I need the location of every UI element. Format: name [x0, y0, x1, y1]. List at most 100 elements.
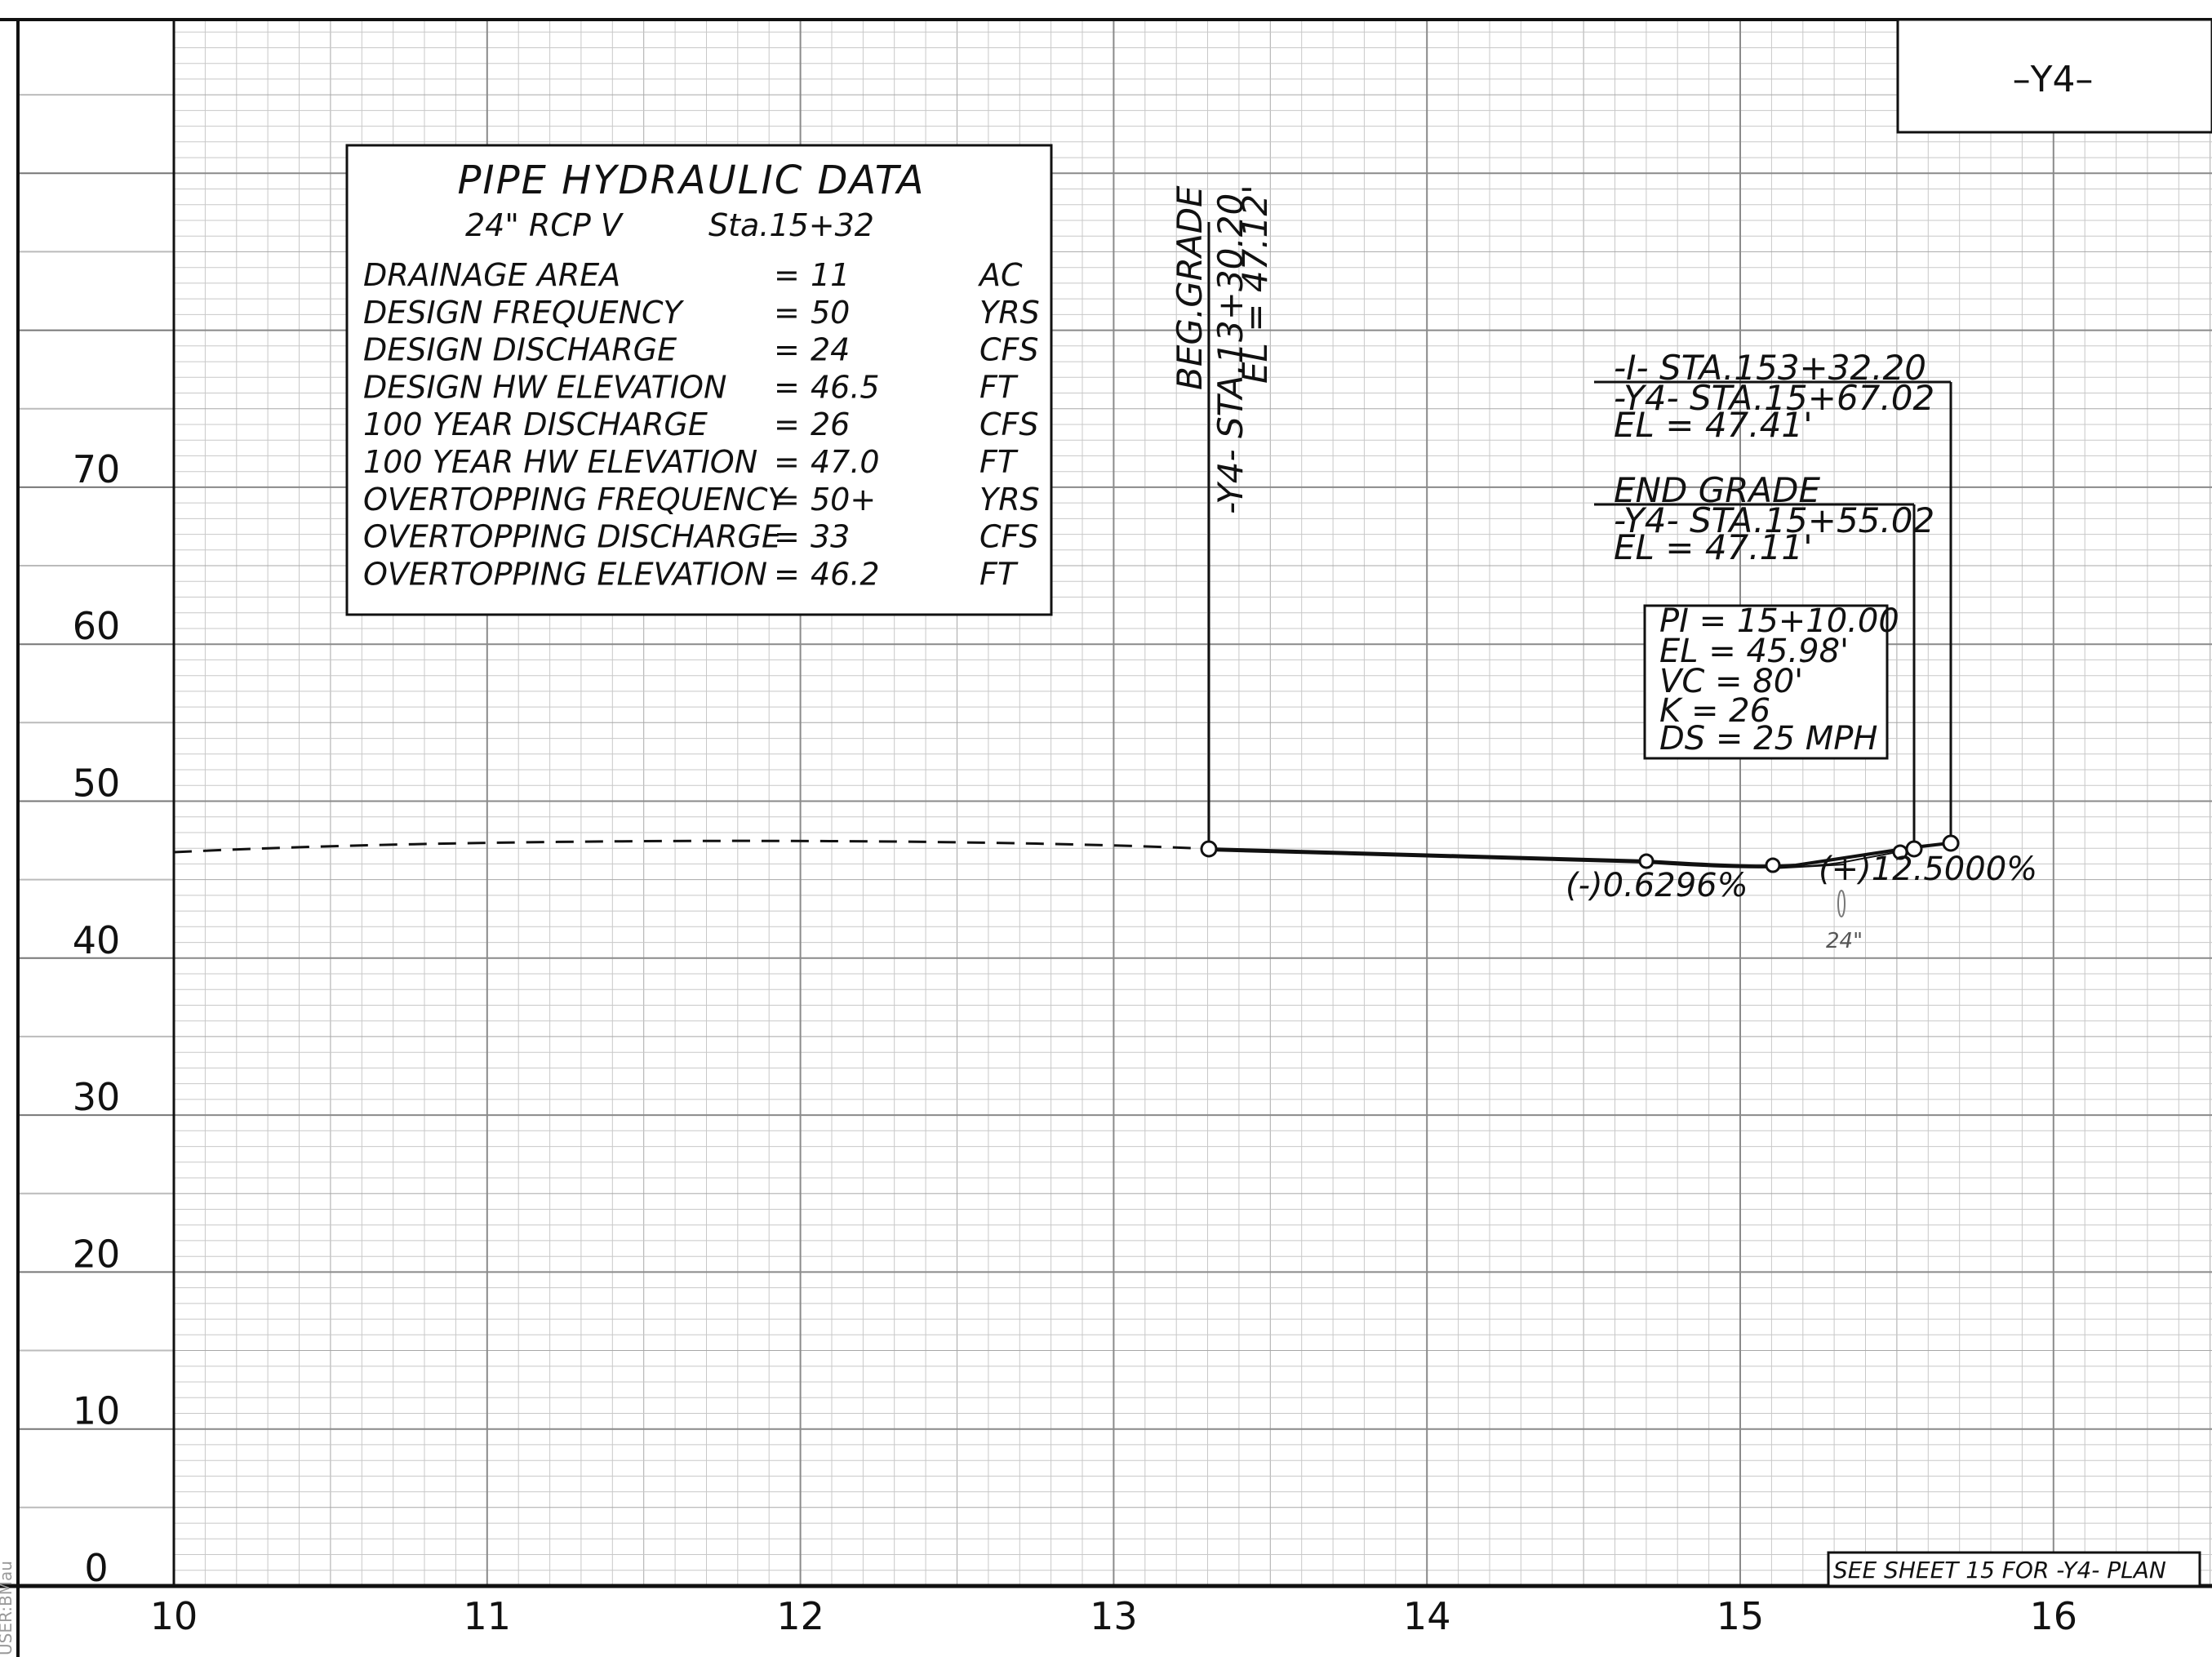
- hydraulic-row-value: 11: [811, 257, 850, 293]
- hydraulic-row-label: OVERTOPPING DISCHARGE: [363, 519, 781, 555]
- beg-grade-point-marker: [1200, 840, 1218, 858]
- x-tick-label: 16: [2030, 1594, 2078, 1638]
- hydraulic-row-equals: =: [774, 369, 800, 405]
- x-tick-label: 13: [1090, 1594, 1138, 1638]
- tie-in-point-marker: [1942, 834, 1960, 852]
- hydraulic-row: 100 YEAR DISCHARGE = 26 CFS: [363, 406, 1039, 442]
- hydraulic-row-equals: =: [774, 257, 800, 293]
- user-stamp: USER:BMau: [0, 1561, 16, 1655]
- hydraulic-row-unit: CFS: [979, 406, 1039, 442]
- y-axis-ticks: 0 10 20 30 40 50 60 70: [73, 447, 121, 1590]
- hydraulic-row-label: 100 YEAR HW ELEVATION: [363, 444, 757, 480]
- see-sheet-note: SEE SHEET 15 FOR -Y4- PLAN: [1833, 1557, 2166, 1584]
- hydraulic-row-unit: YRS: [979, 482, 1040, 518]
- sheet-frame: [0, 18, 2212, 1657]
- pipe-symbol: 24": [1826, 890, 1863, 953]
- y-tick-label: 0: [84, 1546, 108, 1590]
- tie-in-line2: -Y4- STA.15+67.02: [1614, 378, 1934, 418]
- pi-design-speed: DS = 25 MPH: [1659, 720, 1877, 757]
- y-tick-label: 50: [73, 762, 121, 806]
- beg-grade-title: BEG.GRADE: [1170, 185, 1210, 390]
- hydraulic-row: OVERTOPPING ELEVATION = 46.2 FT: [363, 556, 1019, 592]
- x-tick-label: 14: [1403, 1594, 1451, 1638]
- hydraulic-row-label: DRAINAGE AREA: [363, 257, 620, 293]
- hydraulic-row-value: 46.2: [811, 556, 880, 592]
- vertical-curve-line: [1208, 848, 1915, 868]
- x-tick-label: 15: [1717, 1594, 1765, 1638]
- hydraulic-row-value: 46.5: [811, 369, 880, 405]
- hydraulic-row-unit: FT: [979, 556, 1019, 592]
- pipe-ellipse-icon: [1837, 890, 1846, 917]
- pi-elevation: EL = 45.98': [1659, 633, 1849, 670]
- existing-ground-dashed-line: [173, 839, 1210, 854]
- hydraulic-row-label: OVERTOPPING FREQUENCY: [363, 482, 788, 518]
- hydraulic-row-unit: CFS: [979, 519, 1039, 555]
- x-tick-label: 11: [464, 1594, 512, 1638]
- pi-vertical-curve: VC = 80': [1659, 663, 1803, 700]
- hydraulic-station: Sta.15+32: [708, 207, 874, 243]
- hydraulic-row: DESIGN DISCHARGE = 24 CFS: [363, 332, 1039, 368]
- hydraulic-row-value: 50: [811, 295, 850, 331]
- hydraulic-row-equals: =: [774, 406, 800, 442]
- end-grade-callout: END GRADE -Y4- STA.15+55.02 EL = 47.11': [1594, 470, 1934, 860]
- profile-lines: [173, 839, 1950, 869]
- hydraulic-row: 100 YEAR HW ELEVATION = 47.0 FT: [363, 444, 1019, 480]
- hydraulic-row-value: 47.0: [811, 444, 880, 480]
- hydraulic-pipe: 24" RCP V: [465, 207, 624, 243]
- see-sheet-note-box: SEE SHEET 15 FOR -Y4- PLAN: [1827, 1551, 2201, 1588]
- grade-markers: (-)0.6296% (+)12.5000%: [1566, 851, 2037, 904]
- hydraulic-row-equals: =: [774, 444, 800, 480]
- y-tick-label: 10: [73, 1389, 121, 1433]
- beg-grade-station: -Y4- STA.13+30.20: [1210, 193, 1250, 514]
- beg-grade-elevation: EL = 47.12': [1235, 184, 1275, 384]
- hydraulic-row-label: 100 YEAR DISCHARGE: [363, 406, 708, 442]
- tie-in-callout: -I- STA.153+32.20 -Y4- STA.15+67.02 EL =…: [1594, 348, 1960, 852]
- left-grade-label: (-)0.6296%: [1566, 867, 1748, 904]
- hydraulic-row: OVERTOPPING DISCHARGE= 33 CFS: [363, 519, 1039, 555]
- y-tick-label: 60: [73, 604, 121, 648]
- hydraulic-row-equals: =: [774, 519, 800, 555]
- hydraulic-row: DESIGN HW ELEVATION = 46.5 FT: [363, 369, 1019, 405]
- hydraulic-row-value: 33: [811, 519, 850, 555]
- hydraulic-row-equals: =: [774, 482, 800, 518]
- y-tick-label: 70: [73, 447, 121, 491]
- x-tick-label: 10: [150, 1594, 198, 1638]
- hydraulic-row: DRAINAGE AREA = 11 AC: [363, 257, 1023, 293]
- hydraulic-row: DESIGN FREQUENCY = 50 YRS: [363, 295, 1040, 331]
- hydraulic-row-equals: =: [774, 295, 800, 331]
- hydraulic-row-unit: YRS: [979, 295, 1040, 331]
- hydraulic-row-label: OVERTOPPING ELEVATION: [363, 556, 767, 592]
- tie-in-line3: EL = 47.41': [1614, 405, 1813, 445]
- sheet-label: –Y4–: [2013, 59, 2094, 100]
- x-axis-ticks: 10 11 12 13 14 15 16: [150, 1594, 2077, 1638]
- end-grade-elevation: EL = 47.11': [1614, 527, 1813, 567]
- hydraulic-row: OVERTOPPING FREQUENCY= 50+ YRS: [363, 482, 1040, 518]
- hydraulic-title: PIPE HYDRAULIC DATA: [457, 158, 925, 203]
- y-tick-label: 40: [73, 918, 121, 962]
- right-grade-label: (+)12.5000%: [1819, 851, 2037, 888]
- hydraulic-row-value: 50+: [811, 482, 876, 518]
- vc-pipe-marker: [1765, 857, 1781, 873]
- y-tick-label: 20: [73, 1232, 121, 1276]
- hydraulic-row-value: 24: [811, 332, 850, 368]
- hydraulic-row-value: 26: [811, 406, 850, 442]
- hydraulic-row-label: DESIGN DISCHARGE: [363, 332, 677, 368]
- hydraulic-row-unit: CFS: [979, 332, 1039, 368]
- hydraulic-row-equals: =: [774, 556, 800, 592]
- pi-k-value: K = 26: [1659, 692, 1770, 730]
- hydraulic-row-label: DESIGN FREQUENCY: [363, 295, 685, 331]
- end-grade-point-marker-2: [1892, 844, 1908, 860]
- sheet-label-box: –Y4–: [1896, 18, 2212, 134]
- x-tick-label: 12: [776, 1594, 824, 1638]
- hydraulic-row-label: DESIGN HW ELEVATION: [363, 369, 726, 405]
- pi-station: PI = 15+10.00: [1659, 602, 1899, 640]
- hydraulic-row-unit: FT: [979, 444, 1019, 480]
- vc-begin-marker: [1638, 853, 1655, 869]
- pi-data-box: PI = 15+10.00 EL = 45.98' VC = 80' K = 2…: [1643, 602, 1899, 760]
- tie-in-line1: -I- STA.153+32.20: [1614, 348, 1926, 388]
- end-grade-title: END GRADE: [1614, 470, 1820, 510]
- pipe-size-label: 24": [1826, 929, 1863, 953]
- hydraulic-row-unit: AC: [977, 257, 1023, 293]
- hydraulic-rows: DRAINAGE AREA = 11 AC DESIGN FREQUENCY = 50 YRS…: [363, 257, 1040, 592]
